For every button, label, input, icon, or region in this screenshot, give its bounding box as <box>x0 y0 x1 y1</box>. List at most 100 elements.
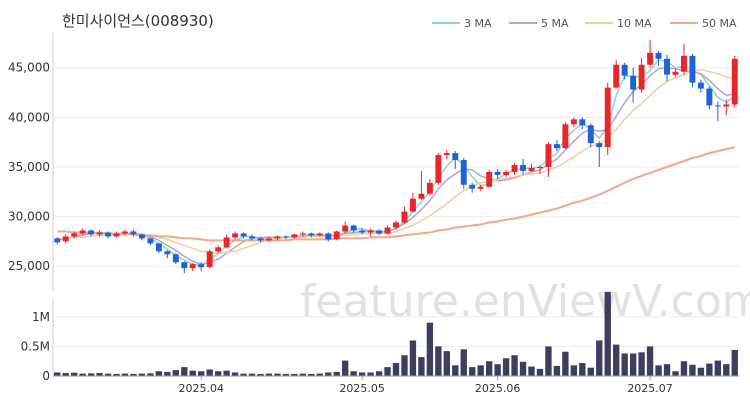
candle <box>630 67 637 103</box>
candle-body <box>553 144 560 149</box>
candle-body <box>655 52 662 59</box>
candle <box>697 79 704 93</box>
candle <box>528 163 535 172</box>
candle <box>62 234 69 244</box>
ma50-line <box>57 146 736 242</box>
candle <box>426 178 433 196</box>
legend-label: 3 MA <box>464 17 492 30</box>
candle-body <box>308 233 315 236</box>
volume-bar <box>172 370 179 376</box>
candle <box>172 253 179 265</box>
candle <box>113 231 120 238</box>
price-axis-ticks: 25,000 30,000 35,000 40,000 45,000 <box>8 61 50 273</box>
candle <box>308 232 315 238</box>
candle <box>105 231 112 239</box>
candle-body <box>215 247 222 252</box>
volume-bar <box>248 373 256 376</box>
candle-body <box>393 222 399 228</box>
volume-bar <box>274 373 281 376</box>
volume-bar <box>62 373 69 376</box>
date-axis-ticks: 2025.04 2025.05 2025.06 2025.07 <box>178 376 673 395</box>
volume-bar <box>469 367 476 376</box>
candle <box>553 140 560 152</box>
volume-bar <box>646 346 654 376</box>
candle <box>664 54 670 82</box>
candle-body <box>232 233 239 238</box>
candle <box>723 99 730 116</box>
legend-item: 50 MA <box>670 17 737 30</box>
volume-bar <box>231 372 239 376</box>
candle <box>503 169 510 177</box>
volume-bar <box>629 353 637 376</box>
candle-body <box>62 236 69 242</box>
candle-body <box>731 58 738 105</box>
candle <box>71 231 78 239</box>
candle-body <box>477 186 484 189</box>
legend-label: 5 MA <box>541 17 569 30</box>
volume-bar <box>418 357 425 376</box>
watermark: feature.enViewV.com <box>300 276 750 327</box>
candle-body <box>638 64 645 90</box>
volume-bar <box>409 340 417 376</box>
candle <box>155 243 162 254</box>
candle-body <box>545 144 552 167</box>
volume-bar <box>452 365 459 376</box>
candle <box>265 236 272 242</box>
candle-body <box>706 88 713 106</box>
candle-body <box>520 164 527 171</box>
legend-item: 3 MA <box>432 17 492 30</box>
candle-body <box>418 193 425 199</box>
candle <box>714 101 721 122</box>
volume-bar <box>494 364 501 376</box>
volume-bar <box>579 362 586 376</box>
candle <box>376 229 383 236</box>
candle <box>130 229 137 237</box>
candle <box>325 232 332 242</box>
candle-body <box>384 227 391 234</box>
candle <box>274 235 281 241</box>
candle-body <box>96 232 103 235</box>
candle <box>477 184 484 191</box>
candle-body <box>443 153 450 156</box>
candle-body <box>409 198 416 212</box>
candle <box>384 225 391 235</box>
volume-bar <box>375 371 383 376</box>
candle <box>579 117 586 130</box>
candle <box>240 232 247 239</box>
candle-body <box>359 230 366 233</box>
candle <box>621 62 628 80</box>
candle-body <box>647 52 654 65</box>
volume-bar <box>392 362 400 376</box>
candle <box>401 206 408 224</box>
candle <box>257 237 264 243</box>
candle <box>587 123 594 148</box>
candle-body <box>333 231 340 240</box>
date-tick-label: 2025.07 <box>627 382 673 395</box>
volume-bar <box>87 373 95 376</box>
candlesticks <box>54 39 738 274</box>
candle <box>613 59 620 89</box>
candle <box>469 182 476 193</box>
volume-bar <box>198 371 205 376</box>
candle-body <box>630 75 637 90</box>
candle <box>562 122 569 150</box>
volume-bar <box>342 360 349 376</box>
candle <box>122 229 128 236</box>
candle-body <box>54 238 61 243</box>
candle-body <box>88 230 95 235</box>
candle-body <box>122 231 128 234</box>
candle-body <box>240 233 247 237</box>
volume-bar <box>553 365 561 376</box>
candle-body <box>503 171 510 175</box>
candle <box>316 232 323 237</box>
candle <box>367 228 374 237</box>
volume-bar <box>189 370 196 376</box>
candle-body <box>604 87 611 148</box>
candle <box>393 220 399 230</box>
volume-bar <box>54 372 61 376</box>
candle <box>596 141 603 167</box>
candle-body <box>249 236 255 239</box>
volume-bar <box>240 373 247 376</box>
volume-bar <box>714 360 722 376</box>
candle <box>164 250 171 259</box>
